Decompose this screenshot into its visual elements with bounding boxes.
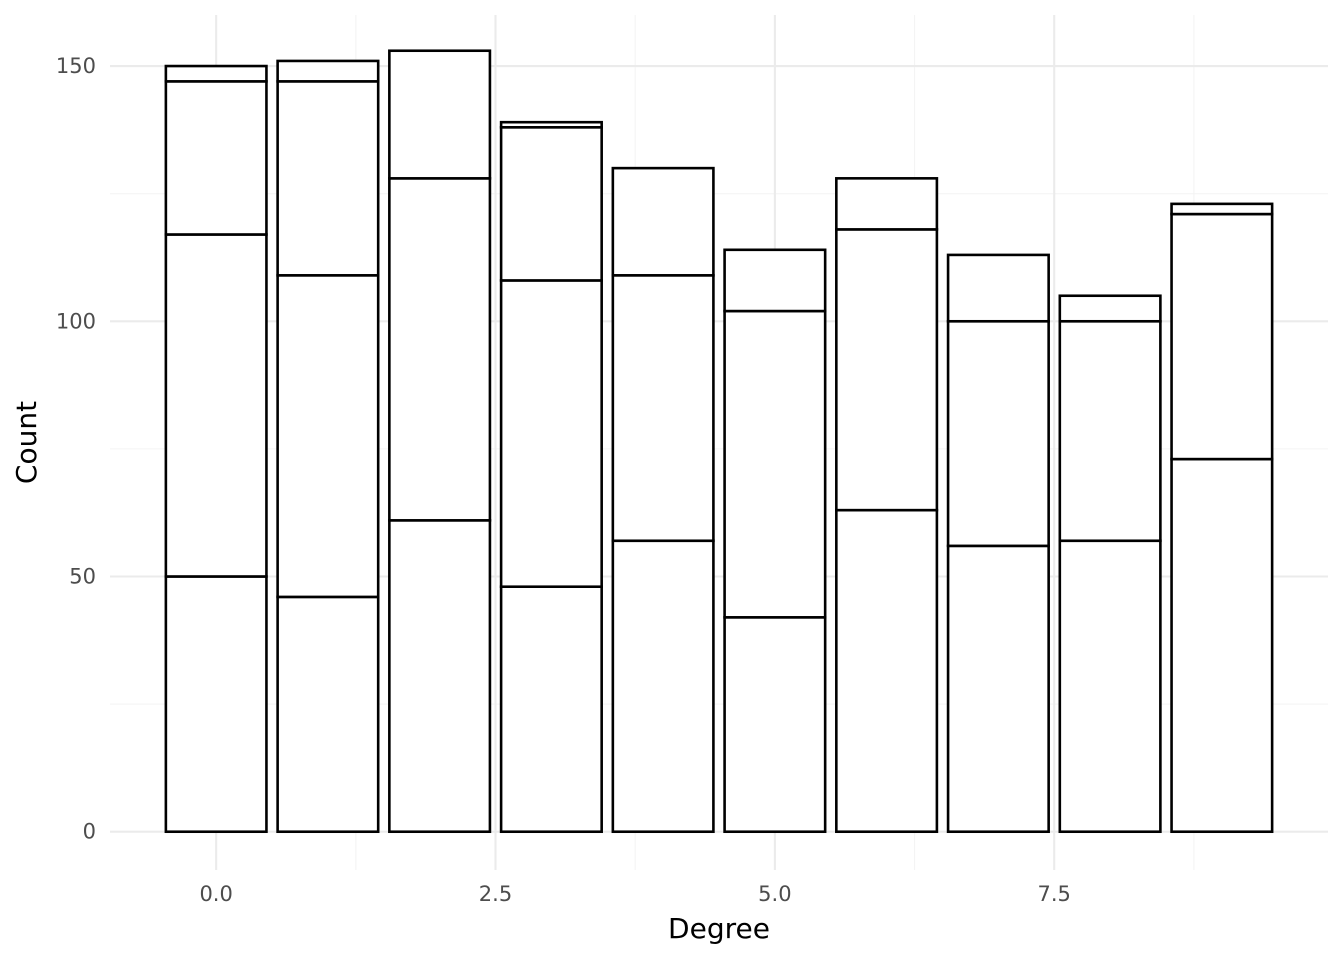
bar-segment (835, 508, 939, 834)
bar-segment (276, 274, 380, 599)
y-tick-label: 150 (56, 54, 96, 78)
bar-segment (388, 519, 492, 834)
x-axis-title: Degree (668, 912, 770, 945)
bar-segment (276, 59, 380, 83)
bar-segment (388, 177, 492, 522)
bar-segment (1058, 294, 1162, 323)
bar-segment (499, 585, 603, 834)
bar-segment (835, 177, 939, 231)
bar-segment (611, 539, 715, 834)
bar-stack (611, 166, 715, 834)
bar-segment (499, 120, 603, 129)
bar-segment (835, 228, 939, 512)
bar-stack (276, 59, 380, 834)
x-tick-label: 7.5 (1038, 882, 1071, 906)
bar-segment (723, 248, 827, 313)
bar-segment (164, 575, 268, 834)
y-tick-label: 100 (56, 309, 96, 333)
bar-segment (499, 279, 603, 589)
bar-segment (946, 319, 1050, 548)
bar-stack (946, 253, 1050, 834)
bar-segment (499, 125, 603, 282)
bar-segment (723, 616, 827, 834)
bar-segment (611, 274, 715, 543)
x-tick-label: 0.0 (199, 882, 232, 906)
bar-stack (164, 64, 268, 834)
bar-segment (946, 544, 1050, 834)
bar-stack (835, 177, 939, 834)
bar-segment (1058, 539, 1162, 834)
x-axis-ticks: 0.0 2.5 5.0 7.5 (199, 882, 1070, 906)
y-axis-ticks: 0 50 100 150 (56, 54, 96, 844)
bar-segment (276, 80, 380, 277)
bar-segment (164, 64, 268, 83)
bar-segment (164, 233, 268, 578)
bar-segment (946, 253, 1050, 323)
bar-stack (723, 248, 827, 834)
y-tick-label: 0 (83, 820, 96, 844)
bar-segment (611, 166, 715, 277)
bars (164, 49, 1274, 834)
bar-segment (276, 595, 380, 834)
y-tick-label: 50 (69, 564, 96, 588)
bar-segment (1170, 457, 1274, 834)
bar-stack (1170, 202, 1274, 834)
bar-segment (1058, 319, 1162, 543)
bar-segment (723, 309, 827, 619)
bar-stack (1058, 294, 1162, 834)
y-axis-title: Count (10, 401, 43, 484)
x-tick-label: 2.5 (479, 882, 512, 906)
bar-stack (388, 49, 492, 834)
x-tick-label: 5.0 (758, 882, 791, 906)
bar-segment (1170, 212, 1274, 461)
bar-stack (499, 120, 603, 834)
bar-segment (1170, 202, 1274, 216)
bar-segment (164, 80, 268, 236)
bar-segment (388, 49, 492, 180)
